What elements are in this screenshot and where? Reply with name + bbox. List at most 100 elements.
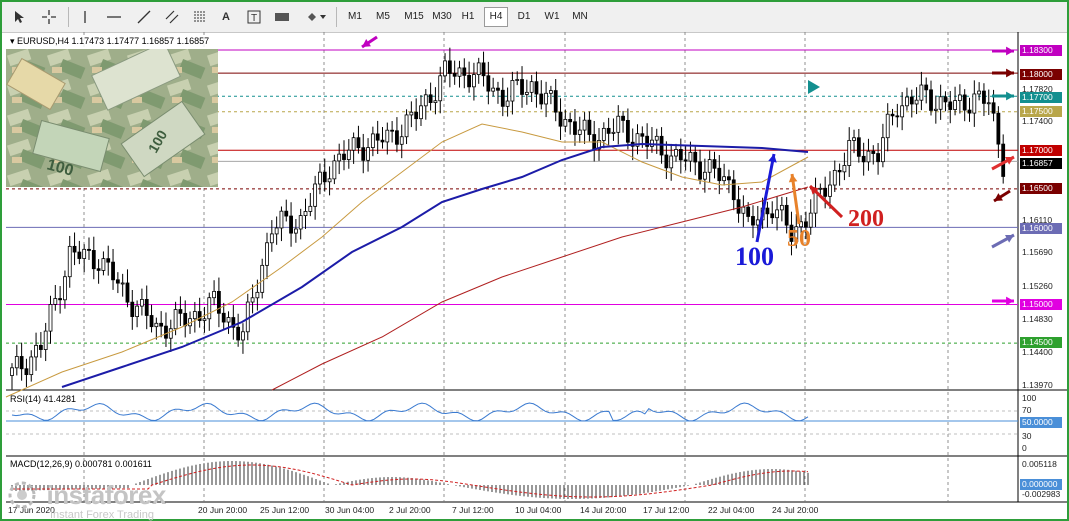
candle-body	[986, 102, 991, 105]
candle-body	[144, 299, 149, 316]
shapes-menu-icon[interactable]	[304, 6, 330, 28]
candle-body	[467, 74, 472, 88]
candle-body	[96, 268, 101, 271]
candle-body	[804, 221, 808, 228]
rsi-axis-100: 100	[1022, 393, 1037, 403]
rectangle-icon[interactable]	[272, 6, 292, 28]
candle-body	[207, 297, 212, 320]
vertical-line-icon[interactable]	[78, 6, 92, 28]
candle-body	[664, 154, 669, 169]
ma50-arrow-icon	[790, 173, 801, 225]
timeframe-m30[interactable]: M30	[432, 11, 452, 22]
timeframe-h1[interactable]: H1	[461, 11, 475, 22]
candle-body	[779, 204, 784, 211]
candle-body	[346, 149, 351, 160]
candle-body	[298, 215, 303, 230]
price-label: 1.14830	[1022, 314, 1053, 324]
candle-body	[72, 245, 77, 253]
candle-body	[380, 139, 385, 143]
candle-body	[481, 62, 486, 77]
candle-body	[491, 87, 496, 92]
candle-body	[149, 315, 154, 328]
ma100-arrow-icon	[768, 154, 777, 163]
fibonacci-icon[interactable]	[190, 6, 210, 28]
candle-body	[553, 90, 558, 113]
candle-body	[871, 150, 876, 154]
chart-canvas[interactable]	[2, 32, 1067, 519]
candle-body	[433, 100, 438, 103]
timeframe-w1[interactable]: W1	[544, 11, 560, 22]
equidistant-channel-icon[interactable]	[162, 6, 182, 28]
candle-body	[727, 176, 731, 181]
rsi-pane	[6, 390, 1018, 456]
candle-body	[43, 330, 48, 350]
candle-body	[717, 167, 722, 182]
candle-body	[741, 206, 746, 214]
symbol-ohlc: EURUSD,H4 1.17473 1.17477 1.16857 1.1685…	[17, 36, 210, 46]
candle-body	[192, 311, 197, 320]
candle-body	[111, 261, 115, 281]
candle-body	[688, 151, 693, 162]
collapse-triangle-icon[interactable]: ▾	[10, 36, 15, 46]
timeframe-mn[interactable]: MN	[572, 11, 588, 22]
candle-body	[515, 79, 520, 81]
candle-body	[847, 140, 852, 166]
candle-body	[197, 311, 202, 321]
date-label: 17 Jul 12:00	[643, 505, 690, 515]
candle-body	[693, 151, 698, 163]
ma100-label: 100	[735, 242, 774, 271]
price-label: 1.17820	[1022, 84, 1053, 94]
candle-body	[351, 137, 356, 151]
candle-body	[19, 356, 24, 370]
candle-body	[876, 153, 880, 163]
timeframe-m1[interactable]: M1	[348, 11, 362, 22]
price-label: 1.15690	[1022, 247, 1053, 257]
level-pointer-arrow-icon	[1006, 46, 1014, 56]
text-label-icon[interactable]: T	[245, 6, 263, 28]
price-label: 1.17000	[1020, 145, 1062, 156]
ma200-line	[271, 186, 809, 391]
horizontal-line-icon[interactable]	[104, 6, 124, 28]
chart-toolbar: A T M1 M5 M15 M30 H1 H4 D1 W1 MN	[2, 2, 1067, 33]
candle-body	[255, 291, 260, 299]
date-label: 10 Jul 04:00	[515, 505, 562, 515]
ma200-label: 200	[848, 206, 884, 232]
candle-body	[164, 325, 168, 339]
banknotes-image: 100 100	[6, 49, 218, 187]
candle-body	[29, 356, 34, 376]
candle-body	[48, 304, 53, 332]
candle-body	[91, 250, 96, 270]
price-label: 1.14400	[1022, 347, 1053, 357]
candle-body	[82, 248, 87, 259]
timeframe-m5[interactable]: M5	[376, 11, 390, 22]
candle-body	[308, 205, 313, 212]
candle-body	[226, 317, 231, 323]
date-label: 17 Jun 2020	[8, 505, 55, 515]
candle-body	[962, 94, 967, 111]
date-label: 25 Jun 12:00	[260, 505, 310, 515]
candle-body	[943, 96, 948, 103]
timeframe-d1[interactable]: D1	[517, 11, 531, 22]
candle-body	[784, 204, 789, 226]
candle-body	[385, 129, 390, 143]
timeframe-h4[interactable]: H4	[484, 7, 508, 27]
trendline-icon[interactable]	[134, 6, 154, 28]
candle-body	[794, 226, 799, 242]
candle-body	[669, 155, 674, 169]
price-label: 1.17400	[1022, 116, 1053, 126]
candle-body	[702, 171, 707, 180]
candle-body	[265, 242, 269, 266]
candle-body	[967, 109, 972, 114]
text-icon[interactable]: A	[222, 11, 230, 23]
cursor-icon[interactable]	[10, 6, 28, 28]
timeframe-m15[interactable]: M15	[404, 11, 424, 22]
crosshair-icon[interactable]	[38, 6, 60, 28]
level-pointer-arrow-icon	[994, 193, 1003, 201]
candle-body	[520, 79, 524, 95]
candle-body	[63, 276, 67, 301]
candle-body	[890, 113, 895, 117]
candle-body	[823, 187, 828, 197]
candle-body	[957, 94, 962, 101]
candle-body	[751, 216, 755, 226]
price-label: 1.18000	[1020, 69, 1062, 80]
